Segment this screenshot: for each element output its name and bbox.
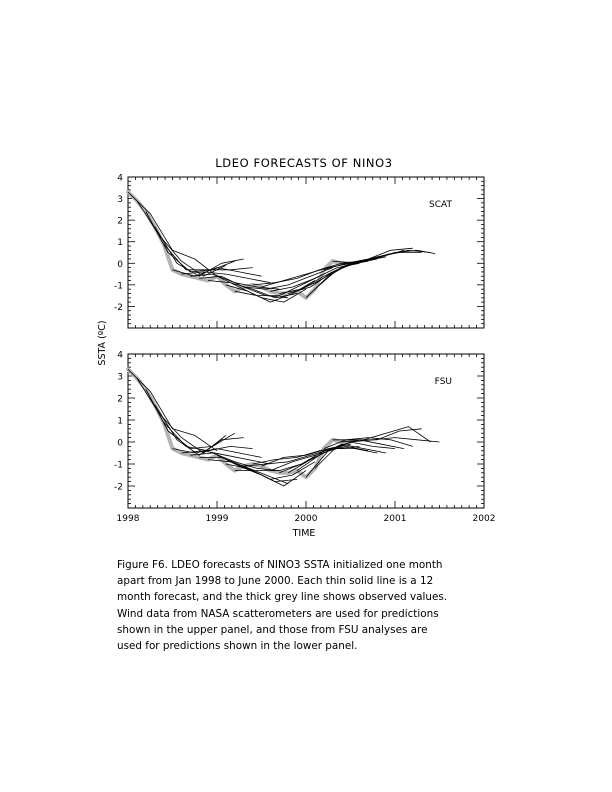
fsu-forecast-line-6 [172,448,262,458]
scat-forecast-line-3 [145,211,235,273]
x-tick-label-2002: 2002 [473,514,496,524]
fsu-y-tick-label: 1 [117,417,123,427]
x-axis-title: TIME [292,528,316,539]
x-tick-label-1998: 1998 [117,514,140,524]
scat-panel-label: SCAT [429,200,452,210]
caption-line-3: month forecast, and the thick grey line … [117,591,448,604]
scat-forecast-line-7 [181,271,271,284]
fsu-forecast-line-8 [190,452,280,471]
fsu-forecast-line-14 [243,448,333,467]
fsu-forecast-line-12 [225,461,316,480]
scat-y-tick-label: 2 [117,217,123,227]
scat-y-tick-label: -1 [114,281,123,291]
scat-y-tick-label: 4 [117,174,123,184]
scat-y-tick-label: 1 [117,238,123,248]
fsu-forecast-line-19 [287,448,378,474]
scat-forecast-line-18 [279,260,369,294]
caption-line-4: Wind data from NASA scatterometers are u… [117,607,439,620]
fsu-forecast-line-25 [341,426,431,443]
x-tick-labels: 1998 1999 2000 2001 2002 [117,514,496,524]
caption-line-2: apart from Jan 1998 to June 2000. Each t… [117,575,434,588]
x-tick-label-1999: 1999 [206,514,229,524]
scat-forecast-line-13 [234,273,324,297]
fsu-observed-line [126,367,353,480]
x-tick-label-2001: 2001 [384,514,407,524]
fsu-forecast-line-17 [270,446,360,471]
fsu-y-tick-label: 2 [117,395,123,405]
fsu-forecast-line-18 [279,445,369,474]
fsu-y-tick-label: -1 [114,461,123,471]
scat-forecast-line-22 [314,249,405,290]
scat-forecast-line-14 [243,267,333,290]
scat-forecast-line-26 [350,249,436,264]
figure-caption: Figure F6. LDEO forecasts of NINO3 SSTA … [117,557,507,654]
caption-line-6: used for predictions shown in the lower … [117,640,358,653]
fsu-forecast-line-5 [163,421,253,452]
fsu-plot-frame [127,353,485,509]
fsu-panel: -2 -1 0 1 2 3 4 FSU [114,351,485,509]
scat-y-tick-label: 0 [117,260,123,270]
fsu-forecast-line-23 [323,437,413,449]
x-tick-label-2000: 2000 [295,514,318,524]
fsu-forecast-line-24 [332,428,422,441]
fsu-forecast-line-7 [181,450,271,465]
scat-y-tick-label: 3 [117,195,123,205]
scat-forecast-line-1 [127,191,218,277]
scat-forecast-line-6 [172,267,262,277]
scat-y-tick-label: -2 [114,303,123,313]
y-axis-title: SSTA (ºC) [97,320,108,365]
scat-panel: -2 -1 0 1 2 3 4 SCAT [114,174,485,329]
fsu-y-tick-label: 0 [117,439,123,449]
fsu-y-tick-label: -2 [114,483,123,493]
fsu-y-tick-label: 4 [117,351,123,361]
chart-title: LDEO FORECASTS OF NINO3 [215,156,392,170]
fsu-y-tick-label: 3 [117,373,123,383]
fsu-forecast-line-26 [350,437,440,443]
scat-forecast-line-10 [208,280,298,299]
fsu-forecast-line-20 [296,443,387,471]
fsu-forecast-line-1 [127,369,218,452]
caption-line-5: shown in the upper panel, and those from… [117,623,428,636]
scat-forecast-line-5 [163,243,253,271]
caption-line-1: Figure F6. LDEO forecasts of NINO3 SSTA … [117,559,443,571]
fsu-panel-label: FSU [435,377,452,387]
